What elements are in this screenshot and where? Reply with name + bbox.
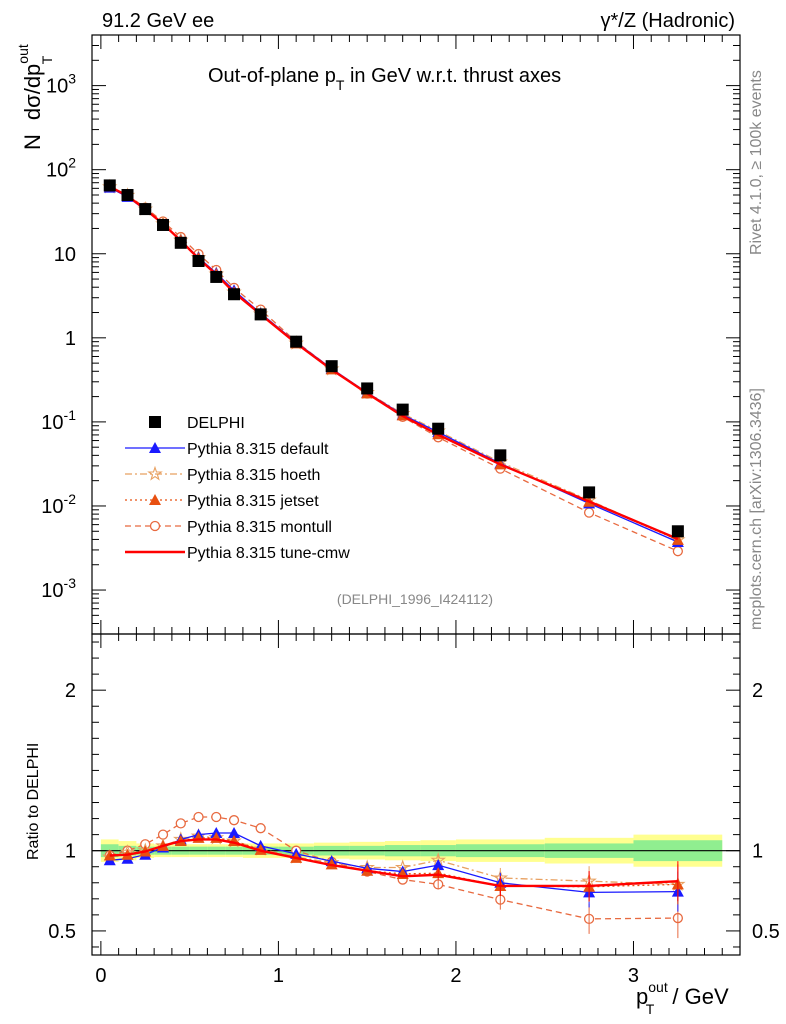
legend: DELPHI Pythia 8.315 default Pythia 8.315 h…	[125, 415, 350, 562]
series-marker-ratio-montull	[255, 823, 266, 834]
plot-title-main: Out-of-plane p	[208, 65, 336, 87]
y-tick-label-ratio: 2	[65, 680, 76, 702]
series-marker-main-jetset	[671, 533, 684, 545]
x-label-sup: out	[648, 979, 668, 995]
y-axis-label-ratio: Ratio to DELPHI	[25, 743, 42, 860]
legend-marker-jetset	[149, 494, 161, 505]
data-point-delphi	[192, 255, 205, 268]
x-tick-label: 3	[628, 965, 639, 987]
legend-marker-default	[149, 442, 161, 453]
plot-title-sub: T	[336, 77, 345, 93]
data-point-delphi	[671, 525, 684, 538]
data-point-delphi	[103, 179, 116, 192]
data-point-delphi	[396, 403, 409, 416]
y-tick-label-main: 102	[46, 155, 76, 182]
data-point-delphi	[174, 236, 187, 249]
header-left: 91.2 GeV ee	[102, 10, 214, 32]
y-tick-label-ratio: 1	[65, 841, 76, 863]
series-marker-main-montull	[583, 507, 595, 518]
data-point-delphi	[254, 308, 267, 321]
legend-label-montull: Pythia 8.315 montull	[187, 519, 332, 536]
data-point-delphi	[210, 270, 223, 283]
legend-label-data: DELPHI	[187, 415, 245, 432]
ratio-plot-frame	[91, 633, 741, 956]
data-point-delphi	[157, 218, 170, 231]
legend-label-hoeth: Pythia 8.315 hoeth	[187, 467, 320, 484]
data-point-delphi	[494, 449, 507, 462]
side-text-mcplots: mcplots.cern.ch [arXiv:1306.3436]	[748, 388, 765, 630]
data-point-delphi	[583, 486, 596, 499]
data-point-delphi	[325, 360, 338, 373]
series-marker-ratio-default	[228, 827, 241, 839]
side-text-rivet: Rivet 4.1.0, ≥ 100k events	[748, 70, 765, 255]
y-tick-label-ratio-right: 1	[752, 841, 763, 863]
y-axis-label-main: Ndσ/dpout T	[15, 44, 55, 150]
legend-marker-montull	[149, 520, 161, 532]
y-tick-label-main: 1	[65, 328, 76, 350]
series-marker-ratio-montull	[211, 811, 222, 823]
analysis-id: (DELPHI_1996_I424112)	[337, 591, 493, 607]
plot-title: Out-of-plane pT in GeV w.r.t. thrust axe…	[208, 65, 561, 93]
legend-label-jetset: Pythia 8.315 jetset	[187, 493, 319, 510]
legend-marker-data	[149, 416, 161, 428]
y-tick-label-ratio-right: 2	[752, 680, 763, 702]
y-label-prefix: N	[20, 134, 45, 150]
data-point-delphi	[121, 188, 134, 201]
y-tick-label-ratio-right: 0.5	[752, 921, 780, 943]
series-line-ratio-cmw	[109, 838, 678, 888]
x-tick-label: 1	[273, 965, 284, 987]
series-line-main-cmw	[109, 185, 679, 541]
x-tick-label: 2	[450, 965, 461, 987]
legend-label-cmw: Pythia 8.315 tune-cmw	[187, 545, 350, 562]
y-label-main: dσ/dp	[20, 64, 45, 120]
series-marker-ratio-montull	[228, 815, 240, 826]
data-point-delphi	[290, 335, 303, 348]
series-marker-ratio-montull	[193, 811, 204, 823]
y-tick-label-main: 10-3	[41, 575, 76, 602]
x-label-unit: / GeV	[666, 984, 729, 1009]
y-tick-label-main: 10-1	[41, 407, 76, 434]
plot-title-rest: in GeV w.r.t. thrust axes	[344, 65, 561, 87]
series-marker-main-montull	[672, 546, 684, 557]
y-label-sub: T	[39, 55, 55, 64]
series-marker-ratio-montull	[175, 818, 186, 829]
y-label-sup: out	[15, 44, 31, 64]
y-tick-label-main: 10-2	[41, 491, 76, 518]
y-tick-label-main: 10	[54, 244, 76, 266]
data-point-delphi	[432, 422, 445, 435]
legend-label-default: Pythia 8.315 default	[187, 441, 329, 458]
header-right: γ*/Z (Hadronic)	[601, 10, 735, 32]
x-tick-label: 0	[95, 965, 106, 987]
data-point-delphi	[361, 382, 374, 395]
x-label-sub: T	[646, 1001, 655, 1017]
data-point-delphi	[139, 203, 152, 216]
data-point-delphi	[228, 288, 241, 301]
y-tick-label-main: 103	[46, 71, 76, 98]
legend-marker-hoeth	[147, 465, 163, 481]
x-axis-label: pout T / GeV	[636, 979, 729, 1017]
y-tick-label-ratio: 0.5	[48, 921, 76, 943]
x-label-main: p	[636, 984, 648, 1009]
